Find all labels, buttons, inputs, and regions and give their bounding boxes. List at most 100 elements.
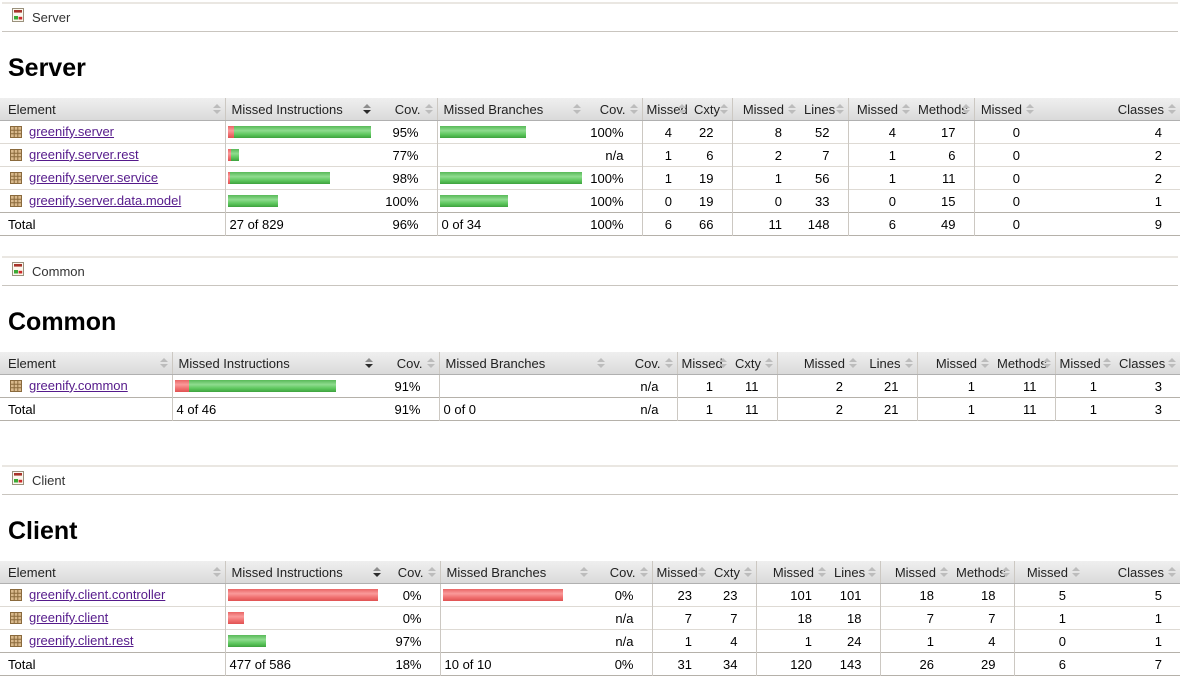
missed-branches-bar-cell: [436, 143, 585, 167]
col-header-classes[interactable]: Classes: [1084, 561, 1180, 584]
covered-instructions-bar: [188, 380, 336, 392]
col-header-element[interactable]: Element: [0, 561, 225, 584]
col-header-element[interactable]: Element: [0, 352, 172, 375]
col-header-missed-methods[interactable]: Missed: [916, 352, 993, 375]
package-link[interactable]: greenify.server: [29, 123, 115, 139]
col-header-missed-lines[interactable]: Missed: [776, 352, 861, 375]
page-title: Server: [8, 54, 86, 82]
total-missed-methods: 1: [916, 397, 993, 421]
package-link[interactable]: greenify.server.service: [29, 169, 159, 185]
package-icon: [8, 610, 24, 626]
package-icon: [8, 124, 24, 140]
total-cxty: 34: [723, 656, 738, 672]
col-header-lines[interactable]: Lines: [800, 98, 848, 121]
col-header-methods[interactable]: Methods: [993, 352, 1055, 375]
breadcrumb: Common: [2, 256, 1178, 286]
col-header-missed-methods[interactable]: Missed: [879, 561, 952, 584]
element-cell: greenify.client: [0, 607, 225, 630]
missed-methods-value: 7: [879, 606, 952, 630]
col-header-classes[interactable]: Classes: [1115, 352, 1180, 375]
cxty-value: 23: [723, 587, 738, 603]
col-header-missed-instructions[interactable]: Missed Instructions: [224, 98, 375, 121]
missed-instructions-bar-cell: [224, 629, 385, 653]
missed-methods-value: 18: [879, 583, 952, 607]
total-classes: 9: [1154, 216, 1162, 232]
sort-icon: [835, 104, 844, 114]
missed-cxty-value: 1: [641, 143, 690, 167]
col-header-classes[interactable]: Classes: [1038, 98, 1180, 121]
total-branches: 10 of 10: [439, 652, 592, 676]
col-header-missed-cxty[interactable]: Missed: [641, 98, 690, 121]
col-header-missed-cxty[interactable]: Missed: [651, 561, 710, 584]
col-header-missed-lines[interactable]: Missed: [731, 98, 800, 121]
col-header-missed-classes[interactable]: Missed: [973, 98, 1038, 121]
coverage-table: Element Missed Instructions Cov. Missed …: [0, 561, 1180, 676]
col-header-branch-cov[interactable]: Cov.: [609, 352, 677, 375]
col-header-cxty[interactable]: Cxty: [731, 352, 777, 375]
element-cell: greenify.server.rest: [0, 144, 225, 167]
table-row: greenify.server.data.model 100% 100% 0 1…: [0, 189, 1180, 213]
package-link[interactable]: greenify.server.data.model: [29, 192, 182, 208]
col-header-instruction-cov[interactable]: Cov.: [385, 561, 440, 584]
total-classes: 3: [1154, 401, 1162, 417]
col-header-lines[interactable]: Lines: [861, 352, 917, 375]
sort-icon: [719, 104, 728, 114]
instruction-coverage-value: 95%: [392, 124, 419, 140]
col-header-missed-instructions[interactable]: Missed Instructions: [224, 561, 385, 584]
col-header-missed-instructions[interactable]: Missed Instructions: [171, 352, 377, 375]
package-link[interactable]: greenify.client: [29, 609, 109, 625]
header-row: Element Missed Instructions Cov. Missed …: [0, 352, 1180, 375]
col-header-missed-classes[interactable]: Missed: [1013, 561, 1084, 584]
lines-value: 33: [815, 193, 830, 209]
col-header-missed-classes[interactable]: Missed: [1054, 352, 1115, 375]
col-header-instruction-cov[interactable]: Cov.: [375, 98, 437, 121]
methods-value: 11: [942, 170, 956, 186]
sort-icon: [212, 104, 221, 114]
section-server: Server Server Element Missed Instruction…: [0, 2, 1180, 236]
branch-coverage-value: n/a: [605, 147, 624, 163]
col-header-element[interactable]: Element: [0, 98, 225, 121]
missed-classes-value: 1: [1013, 606, 1084, 630]
total-classes: 7: [1154, 656, 1162, 672]
col-header-missed-methods[interactable]: Missed: [847, 98, 914, 121]
col-header-cxty[interactable]: Cxty: [690, 98, 732, 121]
sort-icon: [961, 104, 970, 114]
col-header-missed-cxty[interactable]: Missed: [676, 352, 731, 375]
missed-instructions-bar: [227, 589, 378, 601]
table-row: greenify.client 0% n/a 7 7 18 18 7 7 1 1: [0, 606, 1180, 630]
col-header-branch-cov[interactable]: Cov.: [585, 98, 642, 121]
col-header-missed-branches[interactable]: Missed Branches: [436, 98, 585, 121]
package-link[interactable]: greenify.client.controller: [29, 586, 166, 602]
package-link[interactable]: greenify.client.rest: [29, 632, 134, 648]
total-cxty: 66: [699, 216, 714, 232]
missed-branches-bar-cell: [436, 120, 585, 144]
branch-coverage-value: 0%: [614, 587, 634, 603]
col-header-missed-lines[interactable]: Missed: [755, 561, 830, 584]
branch-coverage-value: n/a: [615, 633, 634, 649]
col-header-instruction-cov[interactable]: Cov.: [377, 352, 439, 375]
sort-icon: [424, 104, 433, 114]
missed-methods-value: 4: [847, 120, 914, 144]
covered-branches-bar: [439, 172, 582, 184]
col-header-lines[interactable]: Lines: [830, 561, 880, 584]
sort-icon: [639, 567, 648, 577]
col-header-missed-branches[interactable]: Missed Branches: [439, 561, 592, 584]
missed-lines-value: 2: [776, 374, 861, 398]
methods-value: 4: [988, 633, 996, 649]
package-link[interactable]: greenify.common: [29, 377, 128, 393]
col-header-branch-cov[interactable]: Cov.: [592, 561, 652, 584]
package-link[interactable]: greenify.server.rest: [29, 146, 139, 162]
coverage-table: Element Missed Instructions Cov. Missed …: [0, 98, 1180, 236]
classes-value: 3: [1154, 378, 1162, 394]
table-row: greenify.client.controller 0% 0% 23 23 1…: [0, 583, 1180, 607]
col-header-missed-branches[interactable]: Missed Branches: [438, 352, 609, 375]
col-header-cxty[interactable]: Cxty: [710, 561, 756, 584]
missed-instructions-bar: [227, 612, 244, 624]
col-header-methods[interactable]: Methods: [914, 98, 974, 121]
lines-value: 52: [815, 124, 830, 140]
instruction-coverage-value: 77%: [392, 147, 419, 163]
package-icon: [8, 633, 24, 649]
col-header-methods[interactable]: Methods: [952, 561, 1014, 584]
element-cell: greenify.client.rest: [0, 630, 225, 653]
methods-value: 6: [948, 147, 956, 163]
